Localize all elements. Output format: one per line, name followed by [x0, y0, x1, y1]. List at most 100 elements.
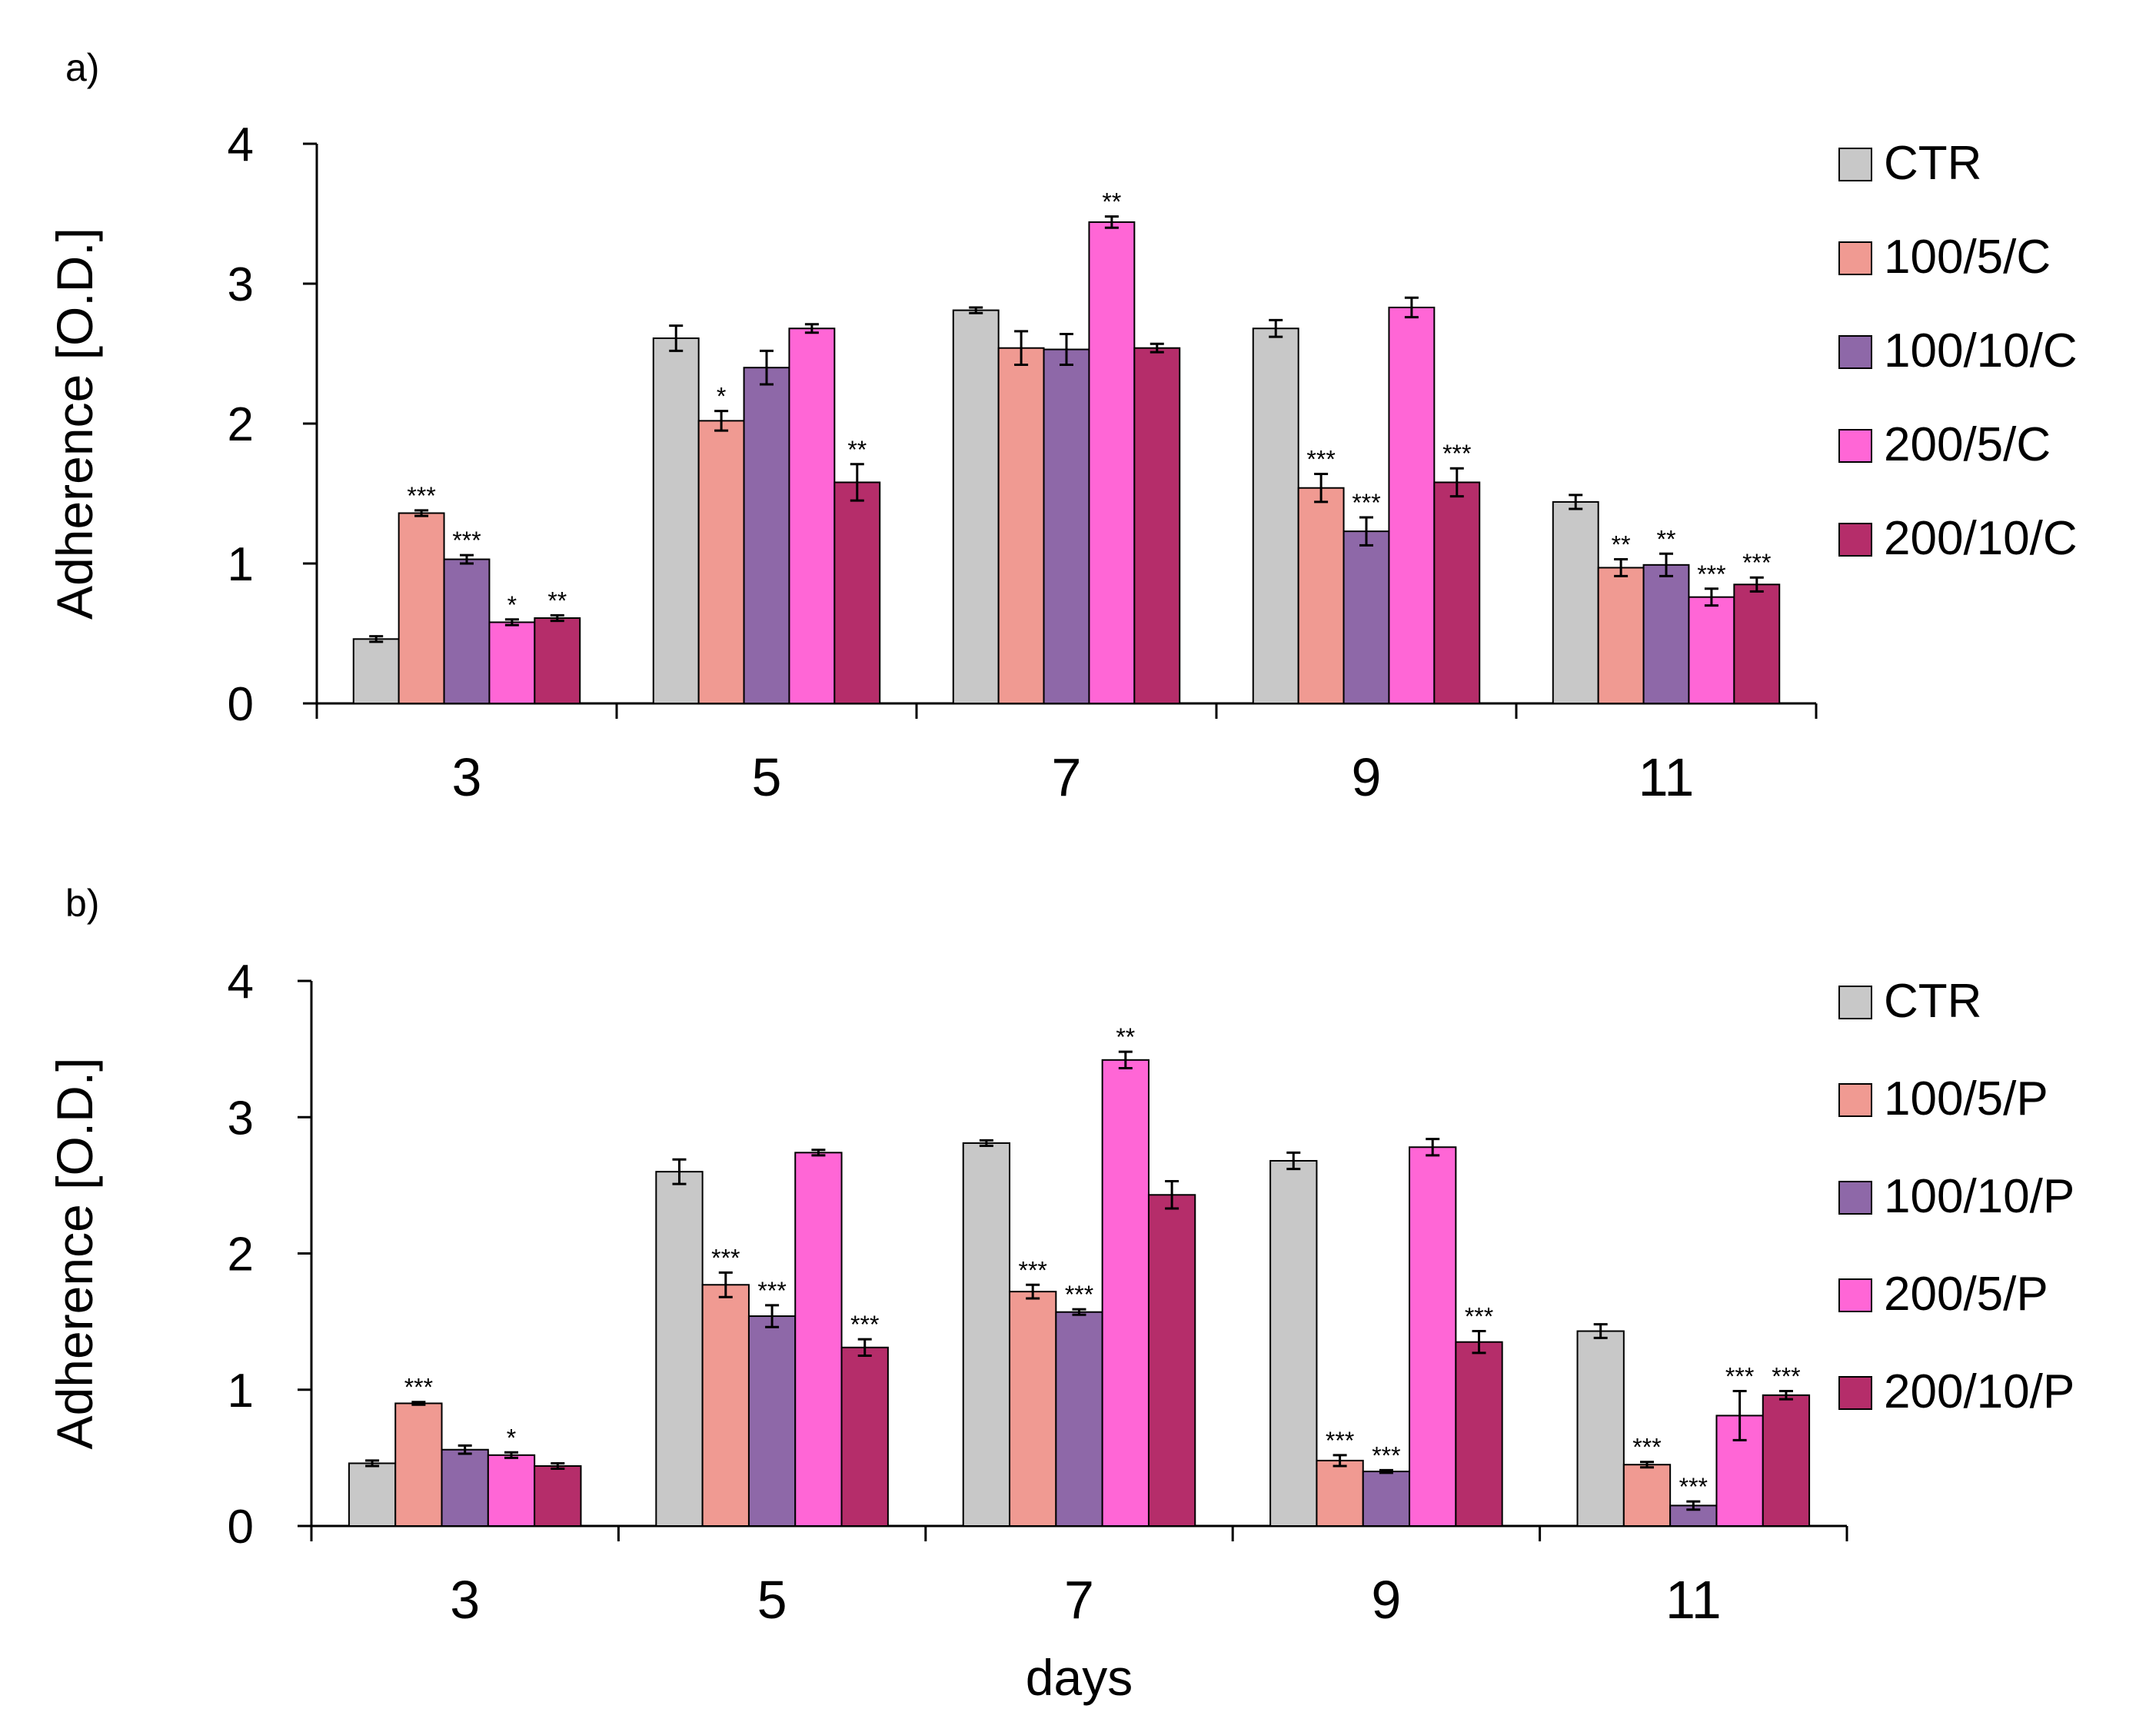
y-axis-label: Adherence [O.D.] — [46, 228, 103, 620]
x-tick-label: 11 — [1639, 747, 1695, 807]
significance-label: *** — [1352, 489, 1380, 517]
bar — [1088, 221, 1136, 705]
significance-label: ** — [1102, 188, 1121, 216]
panel-label: a) — [65, 46, 99, 89]
panel-label: b) — [65, 882, 99, 925]
bar — [833, 481, 881, 704]
legend-label: 100/5/P — [1884, 1072, 2048, 1125]
legend-swatch — [1838, 241, 1872, 275]
bar — [1147, 1194, 1196, 1527]
bar — [1688, 596, 1735, 704]
significance-label: *** — [1019, 1256, 1047, 1284]
significance-label: *** — [1372, 1441, 1400, 1469]
bar — [488, 621, 536, 704]
x-tick-label: 9 — [1371, 1570, 1401, 1630]
bar — [1252, 327, 1299, 704]
significance-label: *** — [1742, 549, 1771, 577]
x-tick-label: 11 — [1665, 1570, 1722, 1630]
bar — [1343, 530, 1390, 705]
bar — [652, 337, 700, 704]
bar — [1622, 1464, 1672, 1528]
y-axis-label: Adherence [O.D.] — [46, 1058, 103, 1450]
x-tick-label: 3 — [450, 1570, 480, 1630]
bar — [534, 1465, 582, 1528]
bar — [1552, 500, 1599, 704]
bar — [1297, 487, 1345, 704]
bar — [487, 1454, 536, 1527]
significance-label: * — [507, 1424, 516, 1451]
bar — [1101, 1059, 1150, 1528]
bar — [794, 1152, 843, 1527]
bar — [1316, 1459, 1364, 1528]
bar — [1733, 583, 1781, 704]
legend-label: 100/5/C — [1884, 231, 2051, 284]
significance-label: *** — [1725, 1363, 1754, 1391]
significance-label: *** — [1442, 440, 1471, 467]
bar — [1597, 567, 1645, 705]
significance-label: ** — [847, 436, 867, 464]
bar — [1762, 1394, 1811, 1527]
bar — [952, 309, 1000, 704]
y-tick-label: 4 — [228, 118, 254, 171]
y-tick-label: 2 — [228, 398, 254, 451]
x-tick-label: 5 — [752, 747, 782, 807]
significance-label: *** — [1632, 1434, 1661, 1461]
x-tick-label: 7 — [1064, 1570, 1094, 1630]
bar — [398, 512, 445, 704]
legend-swatch — [1838, 335, 1872, 369]
bar — [394, 1402, 443, 1527]
significance-label: *** — [404, 1374, 433, 1401]
significance-label: *** — [1306, 446, 1335, 474]
significance-label: *** — [1697, 560, 1725, 588]
significance-label: ** — [1657, 525, 1676, 553]
legend-label: CTR — [1884, 137, 1981, 190]
bar — [441, 1448, 489, 1527]
bar — [1433, 481, 1481, 704]
significance-label: *** — [1465, 1303, 1493, 1331]
significance-label: ** — [1116, 1023, 1135, 1051]
legend-swatch — [1838, 1083, 1872, 1117]
x-tick-label: 7 — [1052, 747, 1082, 807]
legend-label: 200/10/P — [1884, 1365, 2074, 1418]
x-tick-label: 5 — [757, 1570, 787, 1630]
bar — [1362, 1471, 1411, 1527]
legend-swatch — [1838, 523, 1872, 557]
y-tick-label: 1 — [228, 538, 254, 591]
bar — [1388, 306, 1436, 704]
y-tick-label: 4 — [228, 956, 254, 1009]
bar — [1009, 1291, 1057, 1527]
bar — [1642, 563, 1690, 704]
chart-panel-b: b)Adherence [O.D.]01234****3*********5**… — [46, 882, 2074, 1706]
significance-label: *** — [1679, 1473, 1708, 1501]
y-tick-label: 0 — [228, 678, 254, 731]
bar — [1043, 348, 1090, 704]
y-tick-label: 1 — [228, 1365, 254, 1418]
legend-swatch — [1838, 1376, 1872, 1410]
x-tick-label: 3 — [452, 747, 482, 807]
bar — [697, 420, 745, 704]
significance-label: * — [717, 383, 726, 411]
legend-swatch — [1838, 429, 1872, 463]
bar — [1133, 347, 1181, 704]
significance-label: *** — [711, 1244, 740, 1272]
bar — [747, 1315, 797, 1528]
significance-label: *** — [757, 1277, 786, 1305]
significance-label: *** — [850, 1311, 879, 1338]
legend-label: CTR — [1884, 975, 1981, 1028]
bar — [840, 1346, 889, 1527]
legend-swatch — [1838, 148, 1872, 181]
significance-label: *** — [407, 482, 435, 510]
bar — [701, 1284, 750, 1527]
bar — [443, 558, 491, 704]
significance-label: ** — [1612, 531, 1631, 559]
bar — [743, 367, 790, 704]
bar — [348, 1462, 397, 1527]
legend-label: 200/10/C — [1884, 512, 2078, 565]
bar — [352, 638, 400, 705]
legend-label: 200/5/C — [1884, 418, 2051, 471]
bar — [1455, 1341, 1503, 1528]
y-tick-label: 2 — [228, 1228, 254, 1282]
bar — [788, 327, 836, 704]
